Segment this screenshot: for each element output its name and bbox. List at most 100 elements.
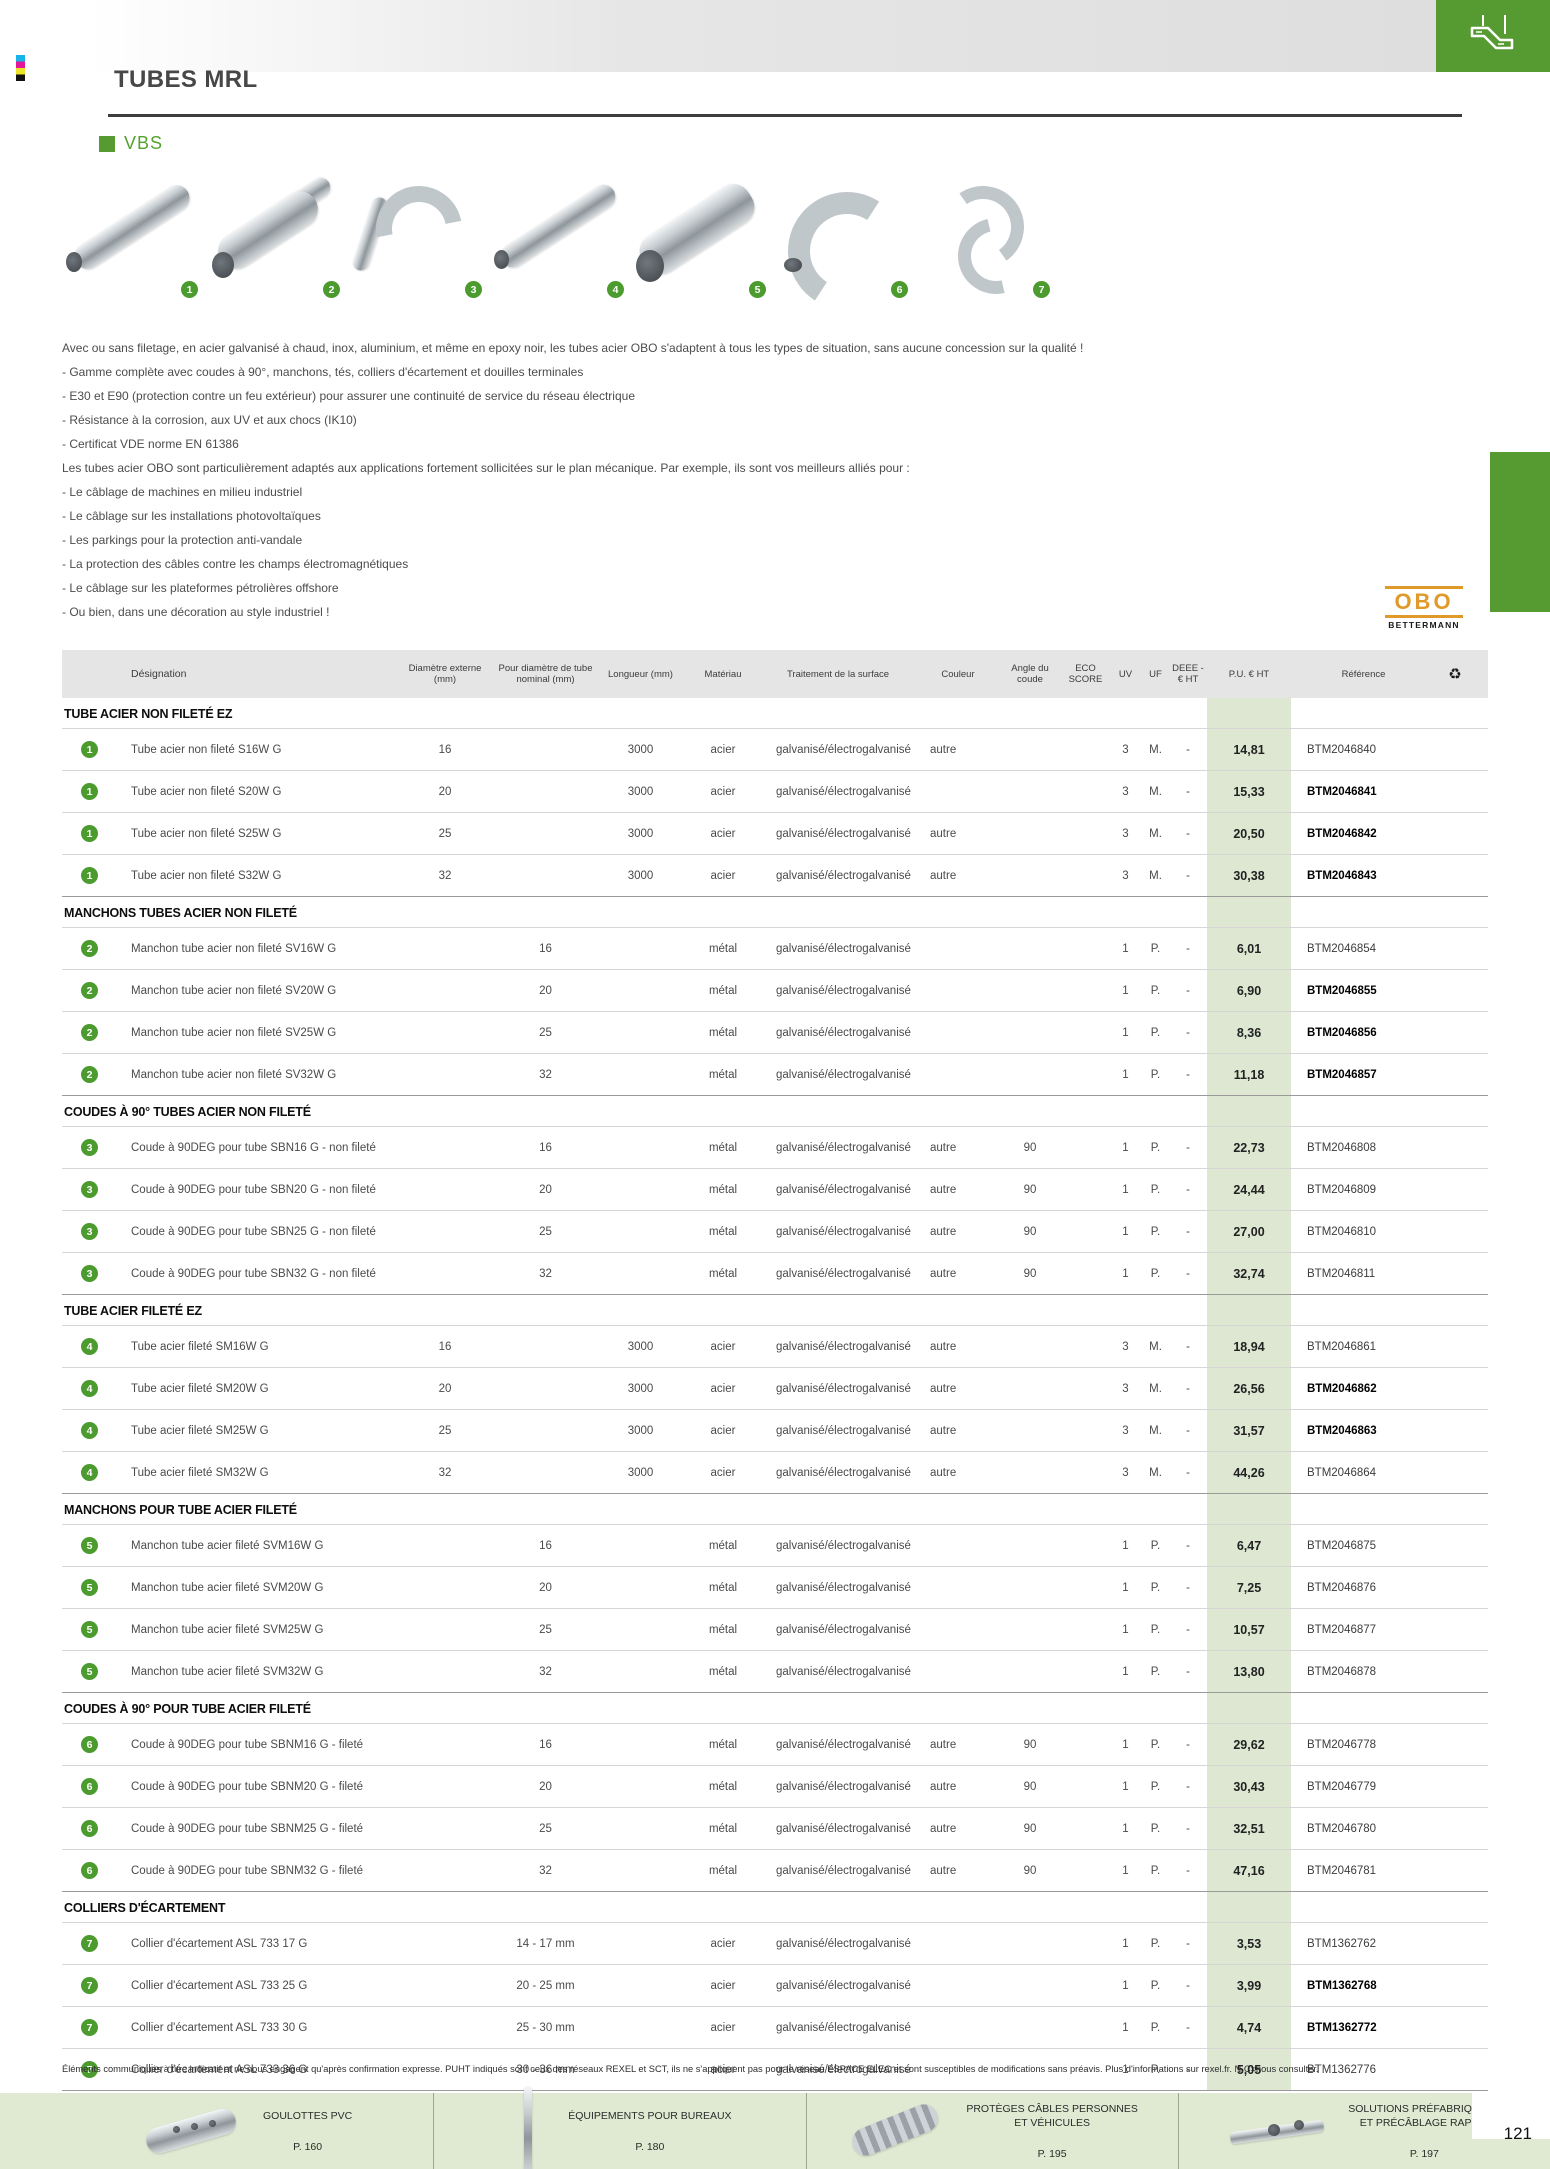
table-row: 4 Tube acier fileté SM16W G 16 3000 acie… bbox=[62, 1325, 1488, 1367]
cell-diam-nom: 32 bbox=[539, 1068, 552, 1081]
cell-materiau: métal bbox=[708, 1225, 738, 1238]
cell-price: 14,81 bbox=[1233, 742, 1265, 757]
nav-item-page: P. 160 bbox=[293, 2140, 323, 2153]
cell-materiau: métal bbox=[708, 1026, 738, 1039]
cell-reference: BTM2046811 bbox=[1307, 1267, 1376, 1280]
cell-diam-ext: 32 bbox=[438, 1466, 452, 1479]
product-photo: 2 bbox=[204, 160, 346, 310]
cell-uf: P. bbox=[1150, 1539, 1161, 1552]
cell-designation: Collier d'écartement ASL 733 36 G bbox=[131, 2063, 308, 2076]
cell-deee: - bbox=[1186, 1979, 1190, 1992]
cell-uv: 1 bbox=[1122, 942, 1129, 955]
intro-line: - Le câblage de machines en milieu indus… bbox=[62, 485, 303, 499]
cell-uf: P. bbox=[1150, 2021, 1161, 2034]
cell-traitement: galvanisé/électrogalvanisé bbox=[776, 869, 911, 882]
cell-designation: Coude à 90DEG pour tube SBNM25 G - filet… bbox=[131, 1822, 364, 1835]
obo-logo: OBO BETTERMANN bbox=[1385, 586, 1463, 630]
table-row: 7 Collier d'écartement ASL 733 30 G 25 -… bbox=[62, 2006, 1488, 2048]
table-row: 3 Coude à 90DEG pour tube SBN16 G - non … bbox=[62, 1126, 1488, 1168]
cell-diam-ext: 16 bbox=[438, 743, 452, 756]
table-row: 6 Coude à 90DEG pour tube SBNM32 G - fil… bbox=[62, 1849, 1488, 1891]
table-row: 1 Tube acier non fileté S16W G 16 3000 a… bbox=[62, 728, 1488, 770]
section-title: COLLIERS D'ÉCARTEMENT bbox=[64, 1901, 226, 1915]
cell-reference: BTM2046781 bbox=[1307, 1864, 1377, 1877]
cell-couleur: autre bbox=[930, 1382, 957, 1395]
table-row: 4 Tube acier fileté SM25W G 25 3000 acie… bbox=[62, 1409, 1488, 1451]
cell-deee: - bbox=[1186, 942, 1190, 955]
item-number-badge: 1 bbox=[81, 741, 98, 758]
section-title: TUBE ACIER FILETÉ EZ bbox=[64, 1304, 202, 1318]
table-section: MANCHONS POUR TUBE ACIER FILETÉ 5 Mancho… bbox=[62, 1493, 1488, 1692]
nav-item-goulottes-pvc[interactable]: GOULOTTES PVC P. 160 bbox=[62, 2093, 433, 2169]
header-cell-couleur: Couleur bbox=[941, 668, 975, 680]
cell-diam-nom: 32 bbox=[539, 1665, 552, 1678]
cell-price: 10,57 bbox=[1233, 1622, 1265, 1637]
cell-couleur: autre bbox=[930, 869, 957, 882]
product-photo: 3 bbox=[346, 160, 488, 310]
table-row: 1 Tube acier non fileté S20W G 20 3000 a… bbox=[62, 770, 1488, 812]
cell-materiau: acier bbox=[710, 785, 736, 798]
header-cell-materiau: Matériau bbox=[704, 668, 742, 680]
cell-reference: BTM2046842 bbox=[1307, 827, 1377, 840]
cell-designation: Tube acier fileté SM20W G bbox=[131, 1382, 269, 1395]
cell-designation: Tube acier non fileté S16W G bbox=[131, 743, 282, 756]
cell-uv: 1 bbox=[1122, 1623, 1129, 1636]
item-number-badge: 6 bbox=[891, 281, 908, 298]
cell-deee: - bbox=[1186, 869, 1190, 882]
cell-price: 6,90 bbox=[1236, 983, 1262, 998]
cell-uv: 1 bbox=[1122, 1864, 1129, 1877]
intro-text: Avec ou sans filetage, en acier galvanis… bbox=[62, 336, 1162, 624]
cell-deee: - bbox=[1186, 1026, 1190, 1039]
cell-designation: Coude à 90DEG pour tube SBN20 G - non fi… bbox=[131, 1183, 376, 1196]
cell-deee: - bbox=[1186, 2063, 1190, 2076]
table-row: 5 Manchon tube acier fileté SVM20W G 20 … bbox=[62, 1566, 1488, 1608]
cell-uv: 1 bbox=[1122, 1026, 1129, 1039]
cell-uf: P. bbox=[1150, 1581, 1161, 1594]
header-cell-uv: UV bbox=[1118, 668, 1133, 680]
table-row: 2 Manchon tube acier non fileté SV25W G … bbox=[62, 1011, 1488, 1053]
cell-uf: M. bbox=[1149, 1424, 1162, 1437]
cell-diam-ext: 20 bbox=[438, 785, 452, 798]
cell-reference: BTM2046809 bbox=[1307, 1183, 1377, 1196]
nav-item-equipements-bureaux[interactable]: ÉQUIPEMENTS POUR BUREAUX P. 180 bbox=[433, 2086, 805, 2169]
cell-reference: BTM2046843 bbox=[1307, 869, 1377, 882]
header-cell-longueur: Longueur (mm) bbox=[608, 668, 673, 680]
cell-materiau: métal bbox=[708, 1623, 738, 1636]
cell-uf: P. bbox=[1150, 1068, 1161, 1081]
cell-designation: Tube acier non fileté S25W G bbox=[131, 827, 282, 840]
cell-deee: - bbox=[1186, 1267, 1190, 1280]
cell-traitement: galvanisé/électrogalvanisé bbox=[776, 1665, 911, 1678]
cell-materiau: acier bbox=[710, 2063, 736, 2076]
intro-line: - E30 et E90 (protection contre un feu e… bbox=[62, 389, 635, 403]
cell-reference: BTM2046876 bbox=[1307, 1581, 1377, 1594]
table-row: 1 Tube acier non fileté S32W G 32 3000 a… bbox=[62, 854, 1488, 896]
table-row: 7 Collier d'écartement ASL 733 36 G 30 -… bbox=[62, 2048, 1488, 2090]
price-column-band bbox=[1207, 698, 1291, 2090]
cell-reference: BTM2046857 bbox=[1307, 1068, 1377, 1081]
cell-uv: 1 bbox=[1122, 1068, 1129, 1081]
header-cell-deee: DEEE - € HT bbox=[1172, 663, 1204, 685]
cell-price: 3,99 bbox=[1236, 1978, 1262, 1993]
cell-price: 32,51 bbox=[1233, 1821, 1265, 1836]
cell-uv: 1 bbox=[1122, 1665, 1129, 1678]
product-table: Désignation Diamètre externe (mm) Pour d… bbox=[62, 650, 1488, 2091]
cell-designation: Manchon tube acier fileté SVM32W G bbox=[131, 1665, 324, 1678]
cell-diam-nom: 25 bbox=[539, 1026, 552, 1039]
nav-item-proteges-cables[interactable]: PROTÈGES CÂBLES PERSONNES ET VÉHICULES P… bbox=[805, 2093, 1178, 2169]
title-divider bbox=[108, 114, 1462, 117]
table-row: 6 Coude à 90DEG pour tube SBNM25 G - fil… bbox=[62, 1807, 1488, 1849]
cell-traitement: galvanisé/électrogalvanisé bbox=[776, 1539, 911, 1552]
cell-reference: BTM2046810 bbox=[1307, 1225, 1377, 1238]
intro-line: - Le câblage sur les plateformes pétroli… bbox=[62, 581, 339, 595]
cell-reference: BTM2046808 bbox=[1307, 1141, 1377, 1154]
cell-designation: Coude à 90DEG pour tube SBN25 G - non fi… bbox=[131, 1225, 376, 1238]
item-number-badge: 4 bbox=[607, 281, 624, 298]
chapter-side-tab[interactable] bbox=[1490, 452, 1550, 612]
cell-reference: BTM2046841 bbox=[1307, 785, 1377, 798]
cell-angle: 90 bbox=[1023, 1183, 1037, 1196]
table-section: TUBE ACIER NON FILETÉ EZ 1 Tube acier no… bbox=[62, 698, 1488, 896]
item-number-badge: 6 bbox=[81, 1778, 98, 1795]
item-number-badge: 5 bbox=[81, 1621, 98, 1638]
cell-reference: BTM2046878 bbox=[1307, 1665, 1377, 1678]
cell-uf: P. bbox=[1150, 2063, 1161, 2076]
